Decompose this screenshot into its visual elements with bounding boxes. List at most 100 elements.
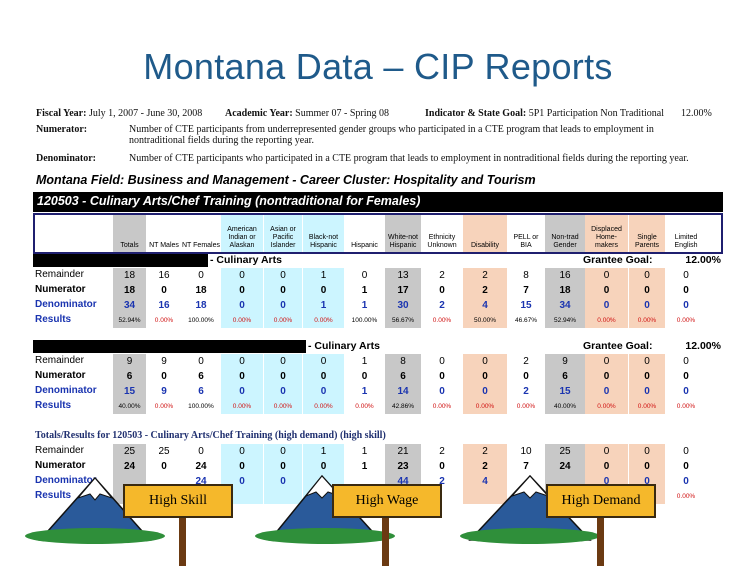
- table-cell: 15: [113, 384, 146, 399]
- column-header: Totals: [113, 215, 146, 252]
- row-label: Numerator: [35, 460, 86, 471]
- table-cell: 0: [439, 285, 445, 296]
- table-cell: 25: [545, 444, 585, 459]
- goal-value: 12.00%: [685, 254, 721, 266]
- table-cell: 2: [439, 446, 445, 457]
- table-cell: 0: [221, 298, 263, 313]
- cip-report: Fiscal Year: July 1, 2007 - June 30, 200…: [33, 104, 723, 522]
- table-cell: 0: [683, 356, 689, 367]
- table-cell: 0: [523, 371, 529, 382]
- column-header: Non-trad Gender: [545, 215, 585, 252]
- table-cell: 0: [463, 384, 507, 399]
- mountain-right: [460, 474, 600, 544]
- academic-year-line: Academic Year: Summer 07 - Spring 08: [225, 108, 390, 119]
- table-cell: 6: [385, 369, 421, 384]
- column-header: American Indian or Alaskan: [221, 215, 263, 252]
- column-header: Black-not Hispanic: [303, 215, 344, 252]
- table-cell: 0: [221, 283, 263, 298]
- table-cell: 24: [195, 461, 207, 472]
- table-cell: 18: [113, 268, 146, 283]
- table-cell: 0: [303, 384, 344, 399]
- numerator-text-2: nontraditional fields during the reporti…: [129, 135, 314, 146]
- table-cell: 9: [545, 354, 585, 369]
- sign-post-2: [382, 514, 389, 566]
- table-cell: 0.00%: [432, 317, 452, 324]
- table-cell: 14: [385, 384, 421, 399]
- table-cell: 0: [264, 369, 302, 384]
- table-row: Numerator 18 0 18 0 0 0 1 17 0 2 7 18 0 0 0: [33, 283, 723, 298]
- table-cell: 2: [463, 444, 507, 459]
- column-header: Ethnicity Unknown: [427, 234, 457, 249]
- table-cell: 8: [385, 354, 421, 369]
- mountain-scene: [25, 474, 604, 566]
- table-cell: 0.00%: [221, 313, 263, 328]
- table-cell: 2: [439, 300, 445, 311]
- table-cell: 42.86%: [385, 399, 421, 414]
- table-cell: 0: [361, 270, 368, 281]
- row-label: Results: [35, 314, 72, 325]
- table-cell: 0: [629, 444, 665, 459]
- table-cell: 0.00%: [303, 313, 344, 328]
- table-cell: 13: [385, 268, 421, 283]
- column-header: Hispanic: [351, 242, 378, 249]
- indicator-line: Indicator & State Goal: 5P1 Participatio…: [425, 108, 664, 119]
- table-cell: 9: [113, 354, 146, 369]
- table-cell: 0.00%: [154, 317, 174, 324]
- fiscal-year-line: Fiscal Year: July 1, 2007 - June 30, 200…: [36, 108, 203, 119]
- table-cell: 0: [585, 283, 628, 298]
- table-cell: 0: [683, 476, 689, 487]
- table-cell: 7: [523, 461, 529, 472]
- table-cell: 46.67%: [514, 317, 538, 324]
- table-cell: 15: [545, 384, 585, 399]
- sign-high-demand: High Demand: [546, 484, 656, 518]
- field-line: Montana Field: Business and Management -…: [36, 173, 536, 187]
- table-cell: 0: [161, 461, 167, 472]
- table-cell: 0.00%: [629, 313, 665, 328]
- table-cell: 0: [585, 354, 628, 369]
- table-cell: 0: [629, 354, 665, 369]
- table-cell: 0.00%: [676, 317, 696, 324]
- table-cell: 18: [195, 285, 207, 296]
- table-cell: 0: [221, 369, 263, 384]
- table-cell: 0: [221, 384, 263, 399]
- table-cell: 0: [303, 354, 344, 369]
- table-cell: 4: [463, 298, 507, 313]
- table-cell: 24: [195, 476, 207, 487]
- table-cell: 0.00%: [516, 403, 536, 410]
- program-bar-label: 120503 - Culinary Arts/Chef Training (no…: [37, 194, 421, 208]
- table-cell: 1: [361, 386, 368, 397]
- sign-post-1: [179, 514, 186, 566]
- table-cell: 100.00%: [351, 317, 378, 324]
- table-cell: 16: [158, 300, 170, 311]
- table-cell: 1: [303, 298, 344, 313]
- column-header: Single Parents: [629, 215, 665, 252]
- table-cell: 9: [161, 386, 167, 397]
- table-cell: 2: [463, 459, 507, 474]
- table-cell: 0: [198, 356, 204, 367]
- table-cell: 0.00%: [264, 399, 302, 414]
- table-cell: 0: [264, 268, 302, 283]
- table-row: Remainder 18 16 0 0 0 1 0 13 2 2 8 16 0 0 0: [33, 268, 723, 283]
- table-cell: 0: [585, 459, 628, 474]
- table-cell: 0.00%: [585, 399, 628, 414]
- table-cell: 0.00%: [676, 403, 696, 410]
- table-cell: 0: [264, 298, 302, 313]
- table-cell: 1: [303, 268, 344, 283]
- table-cell: 8: [523, 270, 529, 281]
- table-cell: 16: [545, 268, 585, 283]
- table-cell: 0: [683, 446, 689, 457]
- goal-value: 12.00%: [685, 340, 721, 352]
- mountain-middle: [255, 474, 395, 544]
- row-label: Remainder: [35, 445, 84, 456]
- table-row: Remainder 25 25 0 0 0 1 1 21 2 2 10 25 0 0 0: [33, 444, 723, 459]
- table-cell: 0: [683, 461, 689, 472]
- table-cell: 15: [520, 300, 532, 311]
- table-cell: 1: [303, 444, 344, 459]
- table-cell: 0: [161, 285, 167, 296]
- column-header: NT Males: [149, 242, 179, 249]
- table-cell: 18: [113, 283, 146, 298]
- table-cell: 24: [113, 459, 146, 474]
- table-cell: 52.94%: [545, 313, 585, 328]
- row-label: Denominator: [35, 475, 97, 486]
- column-header: NT Females: [182, 242, 220, 249]
